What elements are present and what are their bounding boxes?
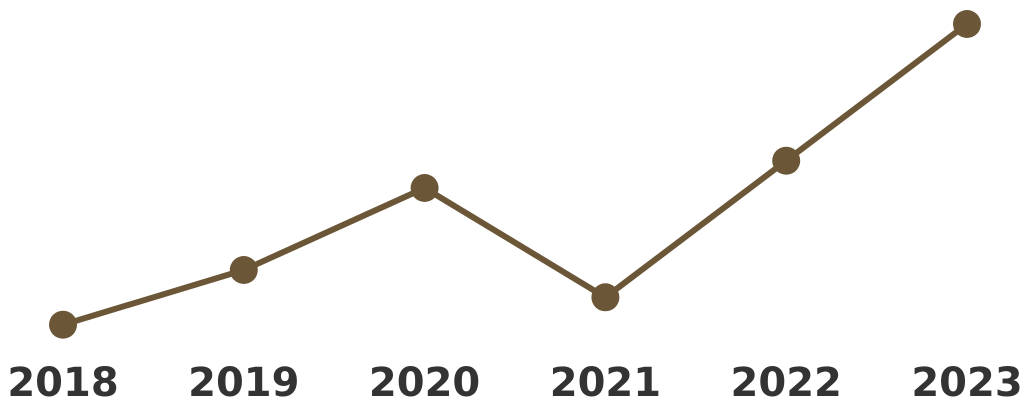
x-tick-label-2020: 2020 <box>369 360 480 401</box>
x-tick-label-2018: 2018 <box>7 360 118 401</box>
data-point-2020 <box>410 174 439 202</box>
data-point-2021 <box>591 283 620 312</box>
x-tick-label-2022: 2022 <box>731 360 842 401</box>
data-point-2023 <box>953 10 981 38</box>
series-line <box>60 21 970 328</box>
data-point-2022 <box>772 146 801 175</box>
x-tick-label-2021: 2021 <box>550 360 661 401</box>
x-tick-label-2023: 2023 <box>911 360 1021 401</box>
data-point-2018 <box>49 310 77 339</box>
x-tick-label-2019: 2019 <box>188 360 299 401</box>
x-axis: 2018 2019 2020 2021 2022 2023 <box>7 360 1021 401</box>
data-point-2019 <box>229 256 258 284</box>
series-layer <box>49 10 981 339</box>
